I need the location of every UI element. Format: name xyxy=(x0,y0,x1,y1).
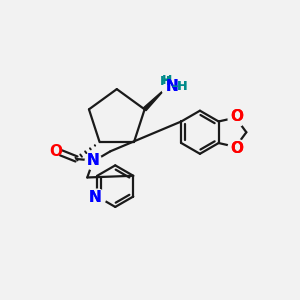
Text: N: N xyxy=(166,79,179,94)
Text: O: O xyxy=(230,109,243,124)
Text: O: O xyxy=(230,141,243,156)
Text: H: H xyxy=(160,75,171,88)
Text: –H: –H xyxy=(172,80,188,93)
Polygon shape xyxy=(143,88,166,111)
Text: –H: –H xyxy=(171,80,188,93)
Text: N: N xyxy=(166,79,179,94)
Text: N: N xyxy=(88,190,101,205)
Text: O: O xyxy=(49,144,62,159)
Text: H: H xyxy=(162,74,172,87)
Text: N: N xyxy=(88,190,101,205)
Text: O: O xyxy=(230,141,243,156)
Text: O: O xyxy=(230,109,243,124)
Text: N: N xyxy=(87,153,100,168)
Text: N: N xyxy=(87,153,100,168)
